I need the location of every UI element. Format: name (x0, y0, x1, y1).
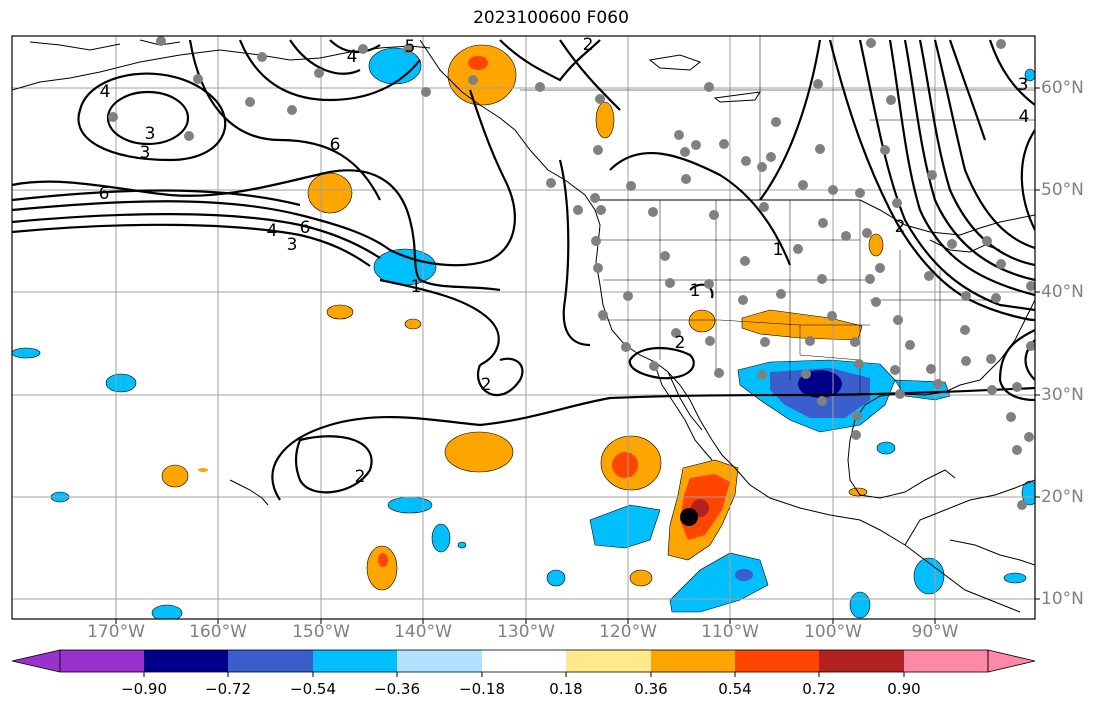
colorbar-tick-label: −0.90 (121, 680, 167, 698)
colorbar-min-extend (11, 649, 61, 673)
contour-label: 2 (481, 375, 492, 395)
shaded-anomalies (12, 44, 1035, 619)
contour-label: 2 (355, 467, 366, 487)
lon-label: 170°W (87, 622, 145, 642)
storm-center-marker (680, 508, 698, 526)
contour-label: 2 (895, 217, 906, 237)
coastlines (12, 39, 1035, 613)
colorbar-tick-label: 0.36 (634, 680, 668, 698)
height-contours (12, 39, 1035, 501)
contour-label: 3 (1018, 75, 1029, 95)
state-borders (520, 36, 1035, 395)
axis-ticks (115, 87, 1040, 624)
map-frame (11, 35, 1036, 620)
map-title: 2023100600 F060 (473, 8, 629, 28)
contour-label: 4 (347, 47, 358, 67)
colorbar-segment (651, 650, 735, 672)
colorbar-segment (228, 650, 313, 672)
colorbar (11, 649, 1036, 677)
contour-label: 4 (100, 82, 111, 102)
lon-label: 140°W (394, 622, 452, 642)
colorbar-segment (482, 650, 566, 672)
lon-label: 160°W (189, 622, 247, 642)
colorbar-segment (60, 650, 144, 672)
colorbar-segment (397, 650, 482, 672)
lon-label: 120°W (599, 622, 657, 642)
lon-label: 100°W (804, 622, 862, 642)
lat-label: 50°N (1041, 180, 1084, 200)
map-content: 4 3 3 4 5 6 6 6 4 3 1 2 2 2 1 2 2 1 4 3 (12, 35, 1035, 619)
lat-label: 10°N (1041, 589, 1084, 609)
colorbar-tick-label: 0.72 (802, 680, 836, 698)
contour-label: 4 (1019, 107, 1030, 127)
contour-label: 2 (583, 35, 594, 55)
contour-label: 6 (300, 218, 311, 238)
contour-label: 3 (145, 124, 156, 144)
colorbar-tick-label: −0.72 (205, 680, 251, 698)
contour-label: 6 (330, 135, 341, 155)
contour-label: 1 (690, 281, 701, 301)
lat-label: 60°N (1041, 78, 1084, 98)
contour-label: 3 (140, 143, 151, 163)
lon-label: 90°W (911, 622, 959, 642)
contour-label: 2 (675, 333, 686, 353)
station-dots (108, 36, 1035, 510)
lon-label: 110°W (701, 622, 759, 642)
lat-label: 40°N (1041, 282, 1084, 302)
contour-labels: 4 3 3 4 5 6 6 6 4 3 1 2 2 2 1 2 2 1 4 3 (99, 35, 1030, 487)
contour-label: 6 (99, 184, 110, 204)
colorbar-max-extend (987, 649, 1036, 673)
colorbar-segment (313, 650, 397, 672)
contour-label: 4 (267, 221, 278, 241)
colorbar-segment (819, 650, 904, 672)
colorbar-tick-label: 0.18 (549, 680, 583, 698)
colorbar-tick-label: 0.90 (887, 680, 921, 698)
graticule (12, 36, 1035, 619)
contour-label: 1 (773, 240, 784, 260)
colorbar-segment (904, 650, 988, 672)
colorbar-tick-label: −0.36 (374, 680, 420, 698)
colorbar-tick-label: −0.18 (459, 680, 505, 698)
colorbar-tick-label: −0.54 (290, 680, 336, 698)
lon-label: 150°W (292, 622, 350, 642)
colorbar-segment (566, 650, 651, 672)
lat-label: 30°N (1041, 385, 1084, 405)
contour-label: 3 (287, 235, 298, 255)
colorbar-segment (144, 650, 228, 672)
contour-label: 1 (411, 277, 422, 297)
lon-label: 130°W (497, 622, 555, 642)
colorbar-segment (735, 650, 819, 672)
colorbar-tick-label: 0.54 (718, 680, 752, 698)
contour-label: 5 (405, 37, 416, 57)
lat-label: 20°N (1041, 487, 1084, 507)
